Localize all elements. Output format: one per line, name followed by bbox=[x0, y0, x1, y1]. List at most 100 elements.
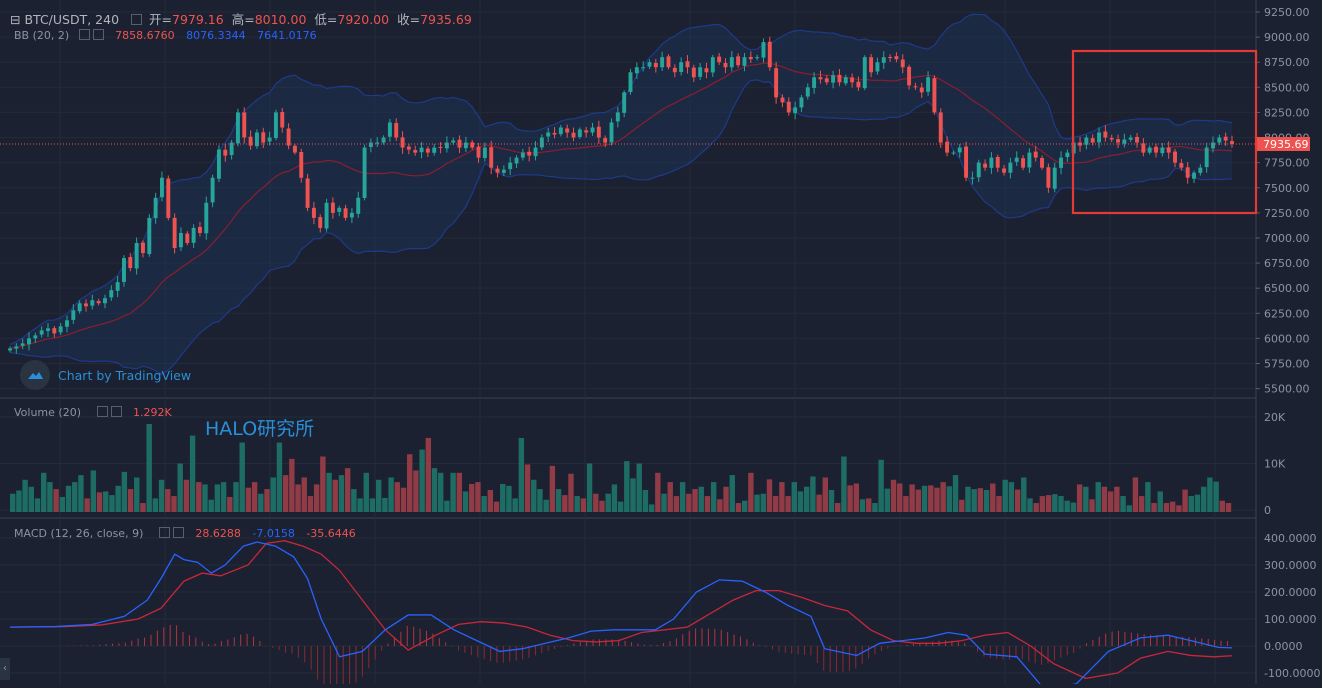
candle-body bbox=[419, 147, 424, 153]
volume-bar bbox=[233, 482, 239, 512]
macd-name: MACD (12, 26, close, 9) bbox=[14, 527, 144, 540]
price-tick-label: 8750.00 bbox=[1264, 56, 1310, 69]
volume-bar bbox=[121, 471, 128, 512]
tradingview-logo[interactable]: Chart by TradingView bbox=[20, 360, 191, 390]
volume-tick-label: 0 bbox=[1264, 504, 1271, 517]
settings-icon[interactable] bbox=[131, 14, 143, 25]
volume-bar bbox=[828, 490, 835, 512]
candle-body bbox=[957, 147, 962, 153]
candle-body bbox=[1084, 137, 1089, 145]
candle-body bbox=[1090, 138, 1095, 143]
volume-bar bbox=[400, 487, 407, 512]
volume-bar bbox=[890, 479, 897, 512]
volume-bar bbox=[326, 472, 332, 512]
volume-bar bbox=[1076, 484, 1083, 512]
volume-bar bbox=[134, 477, 140, 512]
candle-body bbox=[634, 67, 639, 74]
bb-remove-icon[interactable] bbox=[92, 29, 104, 40]
candle-body bbox=[1230, 141, 1234, 144]
macd-settings-icon[interactable] bbox=[158, 527, 170, 538]
candle-body bbox=[1002, 168, 1007, 173]
volume-bar bbox=[866, 498, 872, 512]
volume-bar bbox=[822, 477, 829, 512]
volume-bar bbox=[1095, 482, 1101, 512]
volume-bar bbox=[1169, 501, 1176, 512]
volume-bar bbox=[239, 442, 245, 512]
volume-bar bbox=[152, 498, 159, 512]
volume-bar bbox=[518, 437, 525, 512]
volume-bar bbox=[313, 484, 320, 512]
candle-body bbox=[185, 233, 190, 243]
candle-body bbox=[1122, 139, 1127, 144]
volume-bar bbox=[679, 482, 686, 512]
volume-bar bbox=[258, 493, 264, 512]
candle-body bbox=[52, 328, 57, 334]
candle-body bbox=[1192, 172, 1196, 179]
candle-body bbox=[907, 66, 912, 86]
volume-bar bbox=[363, 472, 369, 512]
price-tick-label: 6000.00 bbox=[1264, 332, 1310, 345]
volume-bar bbox=[872, 503, 878, 512]
volume-remove-icon[interactable] bbox=[110, 406, 122, 417]
candle-body bbox=[584, 130, 589, 133]
candle-body bbox=[989, 157, 994, 168]
macd-remove-icon[interactable] bbox=[172, 527, 184, 538]
candle-body bbox=[273, 112, 278, 138]
open-label: 开 bbox=[149, 12, 162, 27]
candle-body bbox=[343, 208, 348, 218]
volume-bar bbox=[1225, 503, 1232, 512]
candle-body bbox=[1166, 147, 1171, 153]
candle-body bbox=[362, 147, 367, 198]
bb-lower-line bbox=[9, 79, 1233, 376]
bb-name: BB (20, 2) bbox=[14, 29, 70, 42]
volume-bar bbox=[1083, 486, 1089, 512]
candle-body bbox=[1217, 137, 1222, 143]
bb-basis-line bbox=[9, 62, 1233, 350]
volume-bar bbox=[915, 489, 922, 512]
volume-bar bbox=[127, 489, 134, 512]
volume-bar bbox=[952, 475, 959, 512]
price-tick-label: 7750.00 bbox=[1264, 157, 1310, 170]
volume-bar bbox=[165, 489, 171, 512]
volume-bar bbox=[1014, 489, 1021, 512]
volume-bar bbox=[10, 493, 16, 512]
volume-bar bbox=[704, 496, 711, 512]
candle-body bbox=[831, 75, 836, 83]
volume-bar bbox=[357, 498, 363, 512]
candle-body bbox=[508, 162, 513, 170]
candle-body bbox=[1223, 136, 1228, 141]
candle-body bbox=[622, 92, 627, 113]
candle-body bbox=[65, 320, 69, 327]
candle-body bbox=[723, 63, 728, 68]
candle-body bbox=[166, 178, 171, 218]
candle-body bbox=[330, 202, 335, 213]
collapse-panel-button[interactable]: ‹ bbox=[0, 658, 10, 680]
candle-body bbox=[248, 136, 253, 146]
volume-bar bbox=[388, 477, 394, 512]
volume-settings-icon[interactable] bbox=[96, 406, 108, 417]
volume-tick-label: 10K bbox=[1264, 458, 1286, 471]
volume-bar bbox=[990, 483, 996, 512]
candle-body bbox=[983, 163, 988, 168]
volume-bar bbox=[22, 479, 28, 512]
candle-body bbox=[1116, 139, 1120, 143]
volume-bar bbox=[1045, 495, 1052, 512]
price-tick-label: 7250.00 bbox=[1264, 207, 1310, 220]
candle-body bbox=[1128, 137, 1133, 140]
bb-settings-icon[interactable] bbox=[78, 29, 90, 40]
candle-body bbox=[451, 140, 456, 143]
collapse-icon[interactable]: ⊟ bbox=[10, 12, 21, 27]
volume-bar bbox=[115, 485, 121, 512]
candle-body bbox=[96, 301, 101, 304]
candle-body bbox=[1021, 158, 1026, 168]
volume-bar bbox=[568, 473, 574, 512]
volume-tick-label: 20K bbox=[1264, 411, 1286, 424]
candle-body bbox=[786, 101, 791, 113]
candle-body bbox=[691, 67, 696, 78]
high-label: 高 bbox=[231, 12, 245, 27]
volume-bar bbox=[1114, 486, 1120, 512]
volume-bar bbox=[419, 449, 425, 512]
candle-body bbox=[881, 57, 886, 63]
